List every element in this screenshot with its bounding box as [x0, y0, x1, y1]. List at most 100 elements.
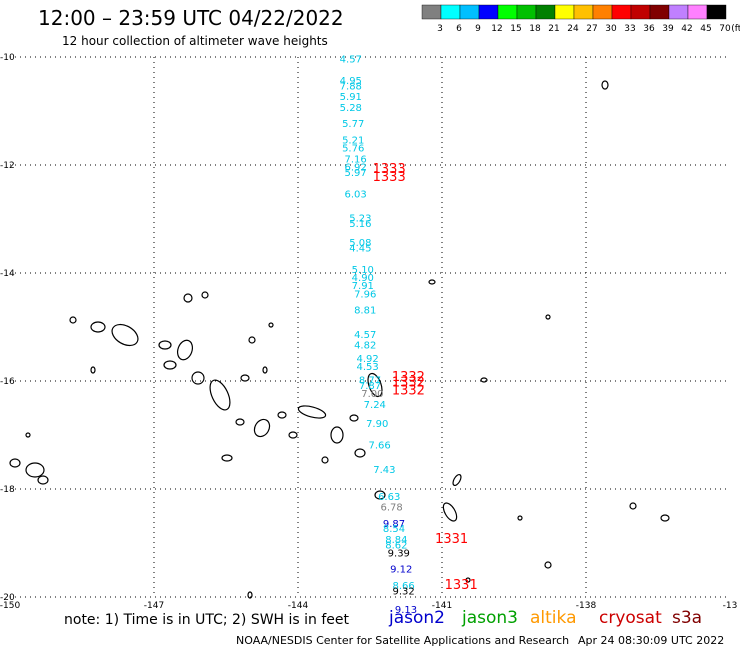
legend-swatch	[440, 4, 461, 20]
legend-tick-label: 18	[529, 24, 541, 34]
legend-swatch	[706, 4, 727, 20]
wave-height-value: 7.88	[340, 81, 362, 92]
wave-height-value: 7.24	[364, 400, 386, 411]
wave-height-value: 5.08	[349, 238, 371, 249]
wave-height-value: 4.82	[354, 341, 376, 352]
longitude-label: -141	[432, 601, 452, 611]
wave-height-value: 4.90	[352, 273, 374, 284]
legend-swatch	[421, 4, 442, 20]
legend-swatch	[497, 4, 518, 20]
wave-height-value: 9.13	[395, 605, 417, 616]
wave-height-value: 7.91	[352, 281, 374, 292]
wave-height-value: 9.39	[388, 549, 410, 560]
legend-tick-label: 45	[700, 24, 711, 34]
wave-height-value: 8.54	[383, 524, 405, 535]
legend-tick-label: 6	[456, 24, 462, 34]
legend-swatch	[478, 4, 499, 20]
wave-height-value: 7.96	[354, 289, 376, 300]
wave-height-value: 7.43	[373, 465, 395, 476]
credit-text: NOAA/NESDIS Center for Satellite Applica…	[236, 634, 570, 647]
footer-note: note: 1) Time is in UTC; 2) SWH is in fe…	[64, 612, 350, 628]
time-marker: 1332	[392, 384, 425, 399]
legend-tick-label: 3	[437, 24, 443, 34]
legend-tick-label: 39	[662, 24, 674, 34]
wave-height-value: 4.57	[340, 54, 362, 65]
time-marker: 1332	[392, 370, 425, 385]
legend-tick-label: 21	[548, 24, 559, 34]
legend-swatch	[649, 4, 670, 20]
wave-height-value: 5.76	[342, 144, 364, 155]
legend-swatch	[554, 4, 575, 20]
wave-height-value: 7.16	[344, 154, 366, 165]
latitude-label: -12	[0, 161, 15, 171]
wave-height-value: 6.92	[344, 162, 366, 173]
longitude-label: -150	[0, 601, 20, 611]
legend-tick-label: 15	[510, 24, 521, 34]
legend-tick-label: 30	[605, 24, 617, 34]
wave-height-value: 6.03	[344, 189, 366, 200]
legend-swatch	[573, 4, 594, 20]
wave-height-value: 9.87	[383, 519, 405, 530]
legend-swatch	[592, 4, 613, 20]
islands-coastline	[9, 80, 670, 599]
wave-height-value: 5.97	[344, 168, 366, 179]
lat-lon-grid: -150 -147 -144 -141 -138 -13 -10 -12 -14 -16 -18 -2…	[0, 53, 737, 611]
wave-height-value: 8.81	[354, 306, 376, 317]
latitude-label: -16	[0, 377, 15, 387]
satellite-jason3: jason3	[462, 608, 518, 628]
latitude-label: -10	[0, 53, 15, 63]
legend-swatch	[630, 4, 651, 20]
legend-tick-label: 12	[491, 24, 502, 34]
map-title: 12:00 – 23:59 UTC 04/22/2022	[38, 6, 344, 30]
wave-height-value: 8.77	[359, 376, 381, 387]
wave-height-value: 7.90	[366, 419, 388, 430]
wave-height-value: 7.00	[361, 389, 383, 400]
wave-height-value: 8.66	[392, 581, 414, 592]
satellite-altika: altika	[530, 608, 577, 628]
legend-swatch	[535, 4, 556, 20]
longitude-label: -147	[144, 601, 164, 611]
wave-height-value: 6.78	[380, 503, 402, 514]
legend-tick-label: 42	[681, 24, 692, 34]
legend-swatch	[611, 4, 632, 20]
wave-height-value: 8.84	[385, 535, 407, 546]
wave-height-value: 5.16	[349, 219, 371, 230]
satellite-jason2: jason2	[389, 608, 445, 628]
wave-height-value: 8.62	[385, 540, 407, 551]
legend-tick-label: 9	[475, 24, 481, 34]
latitude-label: -20	[0, 593, 15, 603]
wave-height-value: 5.23	[349, 214, 371, 225]
wave-height-value: 4.95	[340, 76, 362, 87]
legend-unit: (ft)	[731, 24, 740, 34]
legend-swatch	[459, 4, 480, 20]
wave-height-value: 5.77	[342, 119, 364, 130]
legend-swatch	[687, 4, 708, 20]
legend-swatch	[516, 4, 537, 20]
legend-tick-label: 24	[567, 24, 579, 34]
wave-height-observations: 4.57 4.957.885.915.28 5.77 5.215.767.166.92…	[340, 54, 417, 616]
longitude-label: -144	[288, 601, 309, 611]
satellite-cryosat: cryosat	[599, 608, 662, 628]
wave-height-value: 5.91	[340, 92, 362, 103]
satellite-s3a: s3a	[672, 608, 703, 628]
map-subtitle: 12 hour collection of altimeter wave hei…	[62, 34, 328, 48]
wave-height-value: 5.10	[352, 265, 374, 276]
wave-height-value: 9.32	[392, 586, 414, 597]
time-marker: 1333	[373, 170, 406, 185]
wave-height-value: 4.92	[356, 354, 378, 365]
wave-height-value: 4.45	[349, 243, 371, 254]
time-marker: 1333	[373, 162, 406, 177]
wave-height-value: 4.57	[354, 330, 376, 341]
wave-height-value: 6.63	[378, 492, 400, 503]
legend-swatch	[668, 4, 689, 20]
wave-height-value: 9.12	[390, 565, 412, 576]
generation-timestamp: Apr 24 08:30:09 UTC 2022	[578, 634, 725, 647]
legend-tick-label: 27	[586, 24, 597, 34]
longitude-label: -138	[576, 601, 597, 611]
legend-tick-label: 36	[643, 24, 655, 34]
wave-height-value: 7.87	[359, 381, 381, 392]
longitude-label: -13	[723, 601, 738, 611]
